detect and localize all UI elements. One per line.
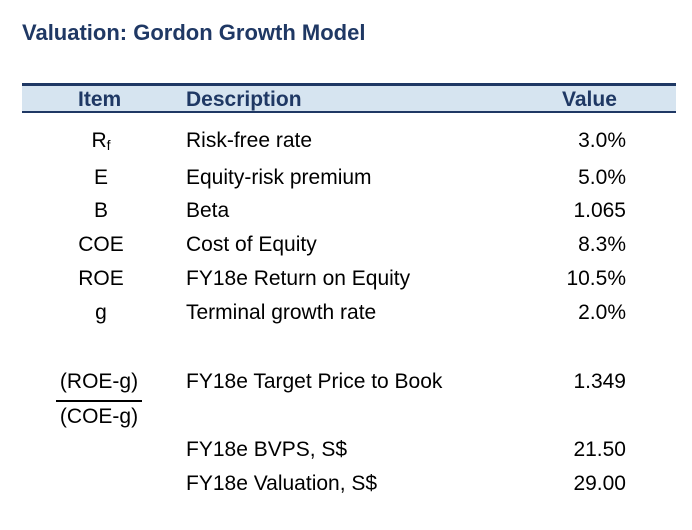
ptb-description: FY18e Target Price to Book [186, 370, 443, 393]
header-item: Item [78, 88, 122, 111]
bvps-description: FY18e BVPS, S$ [186, 438, 348, 461]
table-row-value: 10.5% [566, 267, 626, 290]
item-symbol: R [91, 129, 107, 152]
table-row-item: E [93, 166, 108, 189]
item-subscript: f [106, 137, 111, 153]
table-row-item: g [95, 301, 107, 324]
header-description: Description [186, 88, 302, 111]
fraction-bar [56, 400, 142, 402]
table-row-description: FY18e Return on Equity [186, 267, 411, 290]
fraction-numerator: (ROE-g) [59, 370, 139, 393]
fraction-denominator: (COE-g) [59, 405, 139, 428]
table-header-bar [22, 83, 676, 113]
valuation-value: 29.00 [573, 472, 626, 495]
table-row-item: B [93, 199, 108, 222]
table-row-description: Cost of Equity [186, 233, 317, 256]
table-row-item: ROE [78, 267, 124, 290]
table-row-description: Equity-risk premium [186, 166, 372, 189]
table-row-value: 3.0% [578, 129, 626, 152]
table-row-item: Rf [36, 129, 166, 157]
table-row-description: Terminal growth rate [186, 301, 377, 324]
header-value: Value [562, 88, 617, 111]
bvps-value: 21.50 [573, 438, 626, 461]
page-title: Valuation: Gordon Growth Model [22, 20, 366, 45]
table-row-value: 2.0% [578, 301, 626, 324]
ptb-value: 1.349 [573, 370, 626, 393]
table-row-description: Risk-free rate [186, 129, 313, 152]
table-row-description: Beta [186, 199, 230, 222]
table-row-value: 5.0% [578, 166, 626, 189]
valuation-description: FY18e Valuation, S$ [186, 472, 378, 495]
table-row-item: COE [78, 233, 124, 256]
table-row-value: 8.3% [578, 233, 626, 256]
table-row-value: 1.065 [573, 199, 626, 222]
